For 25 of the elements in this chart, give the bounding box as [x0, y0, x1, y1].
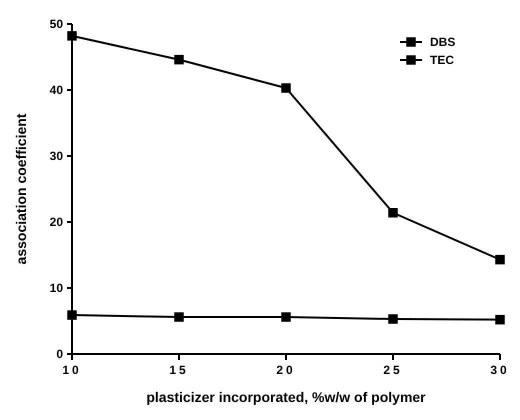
x-axis-title: plasticizer incorporated, %w/w of polymer [146, 389, 426, 405]
y-tick-label: 0 [56, 347, 64, 362]
point [388, 208, 398, 218]
x-tick-label: 20 [276, 363, 296, 377]
point [388, 314, 398, 324]
point [495, 314, 505, 324]
point [174, 312, 184, 322]
x-tick-label: 25 [383, 363, 403, 377]
y-tick-label: 40 [50, 83, 64, 98]
x-tick-label: 15 [169, 363, 189, 377]
y-axis-title: association coefficient [13, 113, 29, 264]
point [495, 254, 505, 264]
point [174, 54, 184, 64]
point [281, 312, 291, 322]
point [281, 83, 291, 93]
x-tick-label: 10 [62, 363, 82, 377]
y-tick-label: 50 [50, 17, 64, 32]
point [67, 310, 77, 320]
legend-label: DBS [430, 35, 456, 50]
y-tick-label: 30 [50, 149, 64, 164]
x-tick-label: 30 [490, 363, 510, 377]
y-tick-label: 10 [50, 281, 64, 296]
legend-label: TEC [430, 53, 454, 68]
point [67, 31, 77, 41]
y-tick-label: 20 [50, 215, 64, 230]
